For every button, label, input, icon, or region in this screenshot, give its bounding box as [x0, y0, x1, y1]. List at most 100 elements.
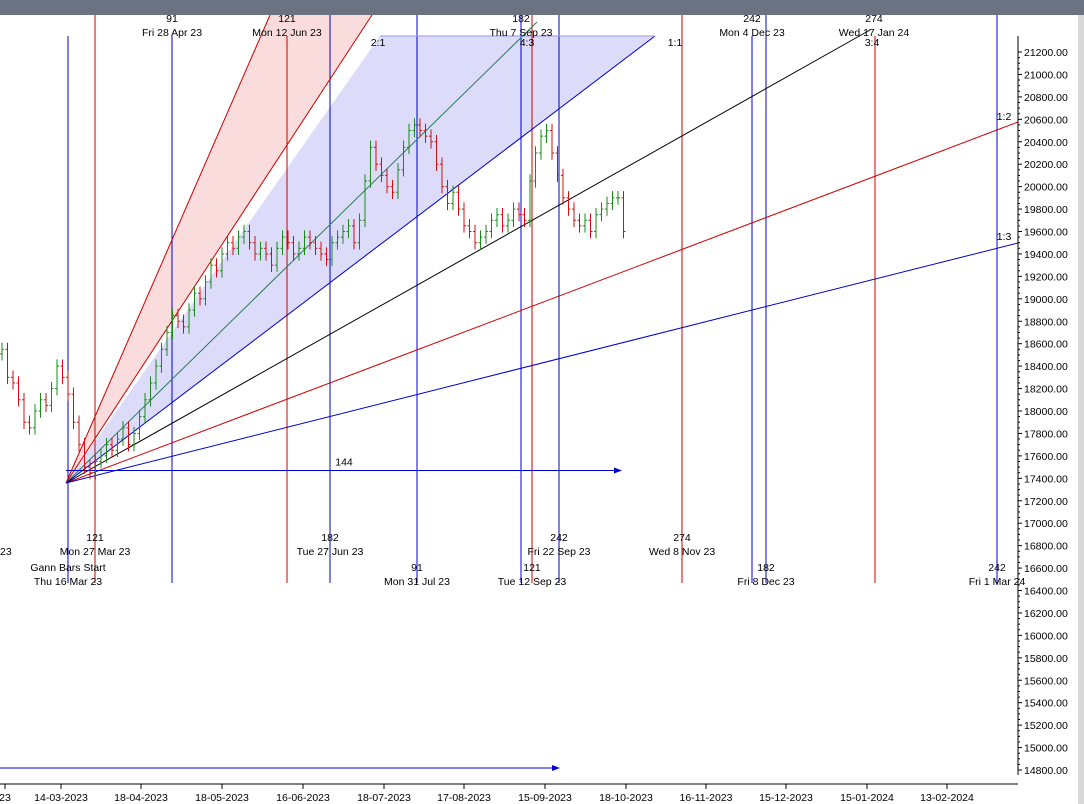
price-bar — [445, 179, 450, 211]
price-bar — [473, 224, 477, 250]
price-bar — [253, 235, 257, 261]
gann-fan-ray — [65, 14, 373, 484]
y-axis-tick-label: 16200.00 — [1024, 608, 1068, 620]
price-bar — [115, 432, 120, 457]
price-bar — [148, 376, 153, 407]
price-bar — [121, 421, 125, 446]
price-bar — [49, 381, 54, 413]
scrollbar[interactable] — [1078, 15, 1084, 804]
y-axis-tick-label: 20800.00 — [1024, 92, 1068, 104]
x-axis-tick-label: 18-05-2023 — [195, 792, 249, 804]
price-bar — [236, 230, 241, 256]
price-bar — [280, 230, 285, 256]
price-bar — [209, 258, 213, 289]
y-axis-tick-label: 17000.00 — [1024, 518, 1068, 530]
price-bar — [242, 224, 246, 244]
price-bar — [33, 404, 37, 435]
cycle-date-label: Fri 1 Mar 24 — [969, 576, 1026, 588]
price-bar — [55, 359, 59, 396]
price-bar — [616, 191, 620, 205]
y-axis-tick-label: 18000.00 — [1024, 406, 1068, 418]
price-bar — [555, 146, 560, 183]
price-bar — [126, 421, 131, 452]
gann-fan-ray — [65, 14, 271, 484]
price-bar — [429, 129, 433, 149]
price-bar — [225, 235, 230, 261]
cycle-date-label: Fri 8 Dec 23 — [737, 576, 794, 588]
price-bar — [5, 342, 10, 385]
price-bar — [104, 437, 109, 463]
y-axis-tick-label: 15600.00 — [1024, 675, 1068, 687]
price-bar — [11, 370, 15, 390]
cycle-bar-count: 242 — [988, 562, 1006, 574]
price-bar — [247, 224, 252, 250]
x-axis-tick-label: 15-01-2024 — [840, 792, 894, 804]
x-axis-tick-label: 15-09-2023 — [518, 792, 572, 804]
price-bar — [308, 230, 312, 250]
y-axis-tick-label: 15200.00 — [1024, 720, 1068, 732]
cycle-date-label: Wed 17 Jan 24 — [839, 27, 910, 39]
cycle-date-label: Mon 12 Jun 23 — [252, 27, 322, 39]
price-bar — [137, 409, 142, 441]
price-bar — [44, 393, 48, 413]
y-axis-tick-label: 16600.00 — [1024, 563, 1068, 575]
price-bar — [203, 275, 208, 306]
price-bar — [22, 393, 26, 429]
y-axis-tick-label: 21000.00 — [1024, 69, 1068, 81]
price-bar — [550, 123, 554, 160]
y-axis-tick-label: 20600.00 — [1024, 114, 1068, 126]
gann-angle-label: 1:3 — [997, 231, 1012, 243]
price-bar — [577, 213, 582, 233]
price-bar — [99, 449, 103, 469]
y-axis-tick-label: 15400.00 — [1024, 698, 1068, 710]
cycle-date-label: Tue 12 Sep 23 — [498, 576, 567, 588]
price-bar — [291, 235, 296, 261]
price-bar — [489, 213, 494, 239]
x-axis-tick-label: 18-07-2023 — [357, 792, 411, 804]
price-bar — [451, 185, 455, 211]
price-bar — [330, 235, 334, 267]
y-axis-tick-label: 21200.00 — [1024, 47, 1068, 59]
price-bar — [165, 325, 169, 357]
x-axis-tick-label: 16-11-2023 — [680, 792, 733, 804]
price-bar — [27, 415, 32, 435]
x-axis-tick-label: 14-03-2023 — [34, 792, 88, 804]
cycle-bar-count: 91 — [166, 13, 178, 25]
y-axis-tick-label: 19000.00 — [1024, 294, 1068, 306]
cycle-date-label: Fri 22 Sep 23 — [527, 546, 590, 558]
cycle-bar-count: 182 — [321, 532, 339, 544]
cycle-date-label: Tue 27 Jun 23 — [297, 546, 364, 558]
price-bar — [610, 191, 615, 211]
price-bar — [506, 213, 510, 233]
price-bar — [187, 303, 191, 334]
price-bar — [231, 235, 235, 256]
price-bar — [599, 202, 604, 222]
price-bar — [93, 454, 98, 480]
price-bar — [16, 376, 21, 407]
price-bar — [143, 393, 147, 424]
price-bar — [528, 174, 532, 228]
cycle-bar-count: 274 — [673, 532, 691, 544]
price-bar — [418, 118, 422, 138]
cycle-bar-count: 121 — [278, 13, 296, 25]
y-axis-tick-label: 19600.00 — [1024, 227, 1068, 239]
price-bar — [594, 207, 598, 239]
y-axis-tick-label: 17600.00 — [1024, 451, 1068, 463]
y-axis-tick-label: 18800.00 — [1024, 316, 1068, 328]
gann-start-date: Thu 16 Mar 23 — [34, 576, 102, 588]
cycle-bar-count: 91 — [411, 562, 423, 574]
price-bar — [66, 370, 70, 401]
price-bar — [385, 168, 389, 194]
x-axis-tick-label: 23 — [0, 792, 11, 804]
price-bar — [71, 387, 76, 429]
price-bar — [154, 359, 158, 390]
y-axis-tick-label: 16400.00 — [1024, 586, 1068, 598]
cycle-bar-count: 242 — [743, 13, 761, 25]
cycle-bar-count: 182 — [757, 562, 775, 574]
price-bar — [302, 230, 307, 256]
cycle-bar-count: 274 — [865, 13, 883, 25]
price-bar — [478, 230, 483, 250]
price-bar — [605, 196, 609, 216]
price-bar — [297, 241, 301, 261]
